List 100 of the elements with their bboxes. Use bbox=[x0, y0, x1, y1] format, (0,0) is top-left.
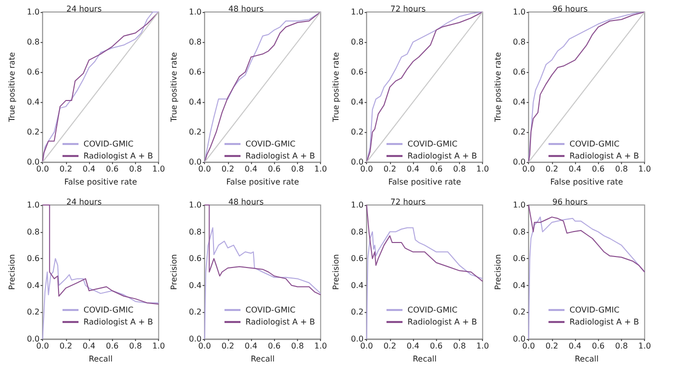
y-tick-label: 0.2 bbox=[26, 128, 40, 137]
x-tick-label: 0.0 bbox=[360, 342, 373, 350]
x-tick-label: 0.0 bbox=[198, 164, 211, 174]
x-tick-label: 1.0 bbox=[476, 164, 490, 174]
legend-label: COVID-GMIC bbox=[408, 140, 458, 148]
x-tick-label: 0.4 bbox=[82, 164, 96, 174]
y-tick-label: 0.8 bbox=[512, 227, 526, 236]
line-series bbox=[204, 12, 322, 163]
x-axis-title: False positive rate bbox=[64, 178, 138, 186]
y-tick-label: 0.4 bbox=[188, 280, 202, 290]
y-tick-label: 0.6 bbox=[350, 68, 364, 77]
x-tick-label: 0.4 bbox=[406, 164, 420, 174]
y-tick-label: 0.8 bbox=[350, 227, 364, 236]
x-tick-label: 0.0 bbox=[360, 164, 373, 174]
y-axis-title: True positive rate bbox=[494, 52, 502, 123]
y-tick-label: 1.0 bbox=[26, 8, 40, 16]
y-tick-label: 0.0 bbox=[512, 334, 526, 344]
line-series bbox=[528, 204, 646, 272]
x-tick-label: 1.0 bbox=[152, 164, 166, 174]
y-tick-label: 0.2 bbox=[26, 308, 40, 317]
x-axis-title: False positive rate bbox=[550, 178, 624, 186]
x-tick-label: 0.2 bbox=[545, 342, 558, 350]
y-tick-label: 1.0 bbox=[512, 8, 526, 16]
x-tick-label: 1.0 bbox=[152, 342, 166, 350]
y-tick-label: 0.2 bbox=[188, 308, 202, 317]
x-tick-label: 0.6 bbox=[106, 342, 119, 350]
x-axis-title: Recall bbox=[574, 354, 599, 364]
x-tick-label: 0.2 bbox=[545, 164, 558, 174]
x-tick-label: 0.0 bbox=[522, 164, 535, 174]
x-tick-label: 0.6 bbox=[592, 342, 605, 350]
y-tick-label: 0.0 bbox=[26, 158, 40, 167]
x-tick-label: 0.0 bbox=[198, 342, 211, 350]
x-tick-label: 1.0 bbox=[314, 164, 328, 174]
legend-label: Radiologist A + B bbox=[246, 152, 316, 160]
legend-label: Radiologist A + B bbox=[408, 318, 478, 326]
legend-label: COVID-GMIC bbox=[570, 140, 620, 148]
y-tick-label: 0.6 bbox=[512, 254, 526, 264]
y-axis-title: Precision bbox=[8, 254, 16, 290]
y-axis-title: True positive rate bbox=[8, 52, 16, 123]
x-tick-label: 0.4 bbox=[568, 164, 582, 174]
x-tick-label: 0.2 bbox=[221, 164, 234, 174]
chart-title: 24 hours bbox=[66, 4, 102, 14]
x-axis-title: Recall bbox=[250, 354, 275, 364]
x-tick-label: 0.8 bbox=[615, 164, 628, 174]
x-axis-title: False positive rate bbox=[226, 178, 300, 186]
y-tick-label: 0.8 bbox=[188, 38, 202, 47]
line-series bbox=[528, 12, 646, 163]
line-series bbox=[204, 204, 322, 296]
y-tick-label: 0.0 bbox=[26, 334, 40, 344]
y-tick-label: 0.6 bbox=[188, 254, 202, 264]
y-tick-label: 0.8 bbox=[350, 38, 364, 47]
y-tick-label: 0.0 bbox=[188, 334, 202, 344]
x-axis-title: False positive rate bbox=[388, 178, 462, 186]
y-tick-label: 0.4 bbox=[26, 280, 40, 290]
x-tick-label: 0.0 bbox=[36, 342, 49, 350]
y-tick-label: 0.0 bbox=[188, 158, 202, 167]
x-tick-label: 0.4 bbox=[82, 342, 96, 350]
x-axis-title: Recall bbox=[412, 354, 437, 364]
y-tick-label: 1.0 bbox=[350, 8, 364, 16]
chart-title: 48 hours bbox=[228, 4, 264, 14]
chart-title: 24 hours bbox=[66, 198, 102, 206]
x-tick-label: 0.4 bbox=[568, 342, 582, 350]
y-tick-label: 1.0 bbox=[188, 200, 202, 210]
x-tick-label: 0.2 bbox=[59, 164, 72, 174]
chart-title: 72 hours bbox=[390, 4, 426, 14]
legend-label: COVID-GMIC bbox=[408, 306, 458, 314]
x-tick-label: 0.4 bbox=[244, 164, 258, 174]
x-tick-label: 0.2 bbox=[383, 164, 396, 174]
y-axis-title: Precision bbox=[494, 254, 502, 290]
y-tick-label: 0.2 bbox=[350, 308, 364, 317]
x-tick-label: 0.8 bbox=[129, 164, 142, 174]
y-tick-label: 1.0 bbox=[350, 200, 364, 210]
x-tick-label: 0.8 bbox=[453, 342, 466, 350]
line-series bbox=[42, 204, 160, 305]
chart-title: 96 hours bbox=[552, 198, 588, 206]
x-tick-label: 0.6 bbox=[106, 164, 119, 174]
legend-label: Radiologist A + B bbox=[570, 318, 640, 326]
y-axis-title: True positive rate bbox=[170, 52, 178, 123]
x-tick-label: 0.6 bbox=[430, 164, 443, 174]
x-tick-label: 1.0 bbox=[476, 342, 490, 350]
x-tick-label: 0.2 bbox=[221, 342, 234, 350]
x-tick-label: 0.6 bbox=[592, 164, 605, 174]
x-tick-label: 0.8 bbox=[453, 164, 466, 174]
y-tick-label: 0.8 bbox=[26, 227, 40, 236]
y-tick-label: 1.0 bbox=[188, 8, 202, 16]
x-tick-label: 0.6 bbox=[268, 164, 281, 174]
line-series bbox=[366, 12, 484, 163]
x-tick-label: 1.0 bbox=[314, 342, 328, 350]
y-tick-label: 0.4 bbox=[512, 280, 526, 290]
y-axis-title: True positive rate bbox=[332, 52, 340, 123]
y-tick-label: 0.8 bbox=[188, 227, 202, 236]
y-tick-label: 0.2 bbox=[188, 128, 202, 137]
y-tick-label: 0.0 bbox=[512, 158, 526, 167]
y-tick-label: 0.6 bbox=[188, 68, 202, 77]
y-tick-label: 1.0 bbox=[512, 200, 526, 210]
chart-title: 48 hours bbox=[228, 198, 264, 206]
x-tick-label: 0.8 bbox=[129, 342, 142, 350]
x-tick-label: 0.4 bbox=[406, 342, 420, 350]
y-tick-label: 0.6 bbox=[26, 254, 40, 264]
y-tick-label: 0.6 bbox=[26, 68, 40, 77]
